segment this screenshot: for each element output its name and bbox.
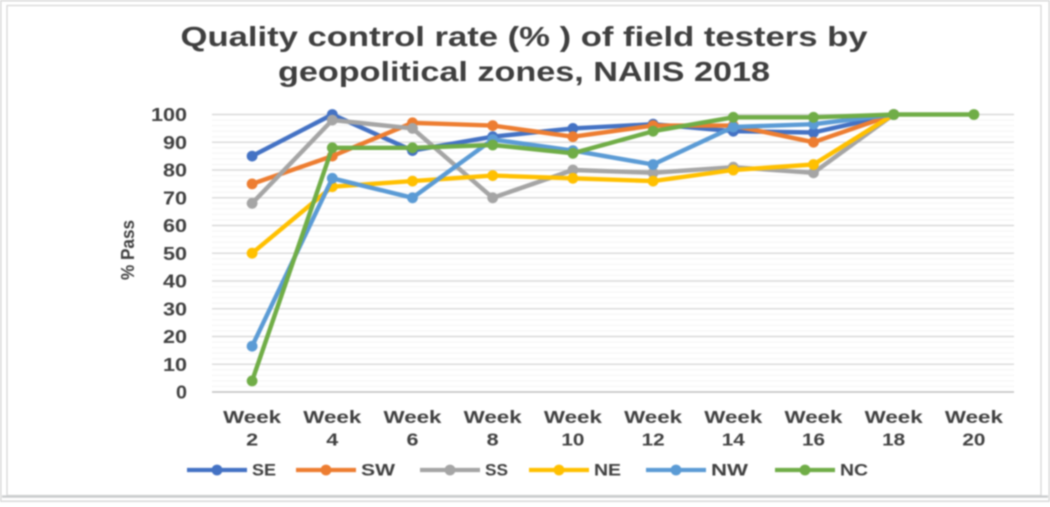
svg-text:Week: Week [384, 407, 442, 427]
svg-text:40: 40 [163, 272, 187, 292]
svg-text:SS: SS [485, 461, 508, 480]
svg-text:50: 50 [163, 244, 187, 264]
svg-text:0: 0 [176, 383, 187, 403]
svg-text:70: 70 [163, 188, 187, 208]
svg-text:NW: NW [711, 461, 749, 480]
svg-text:18: 18 [882, 429, 905, 449]
svg-text:12: 12 [642, 429, 665, 449]
svg-text:100: 100 [151, 105, 187, 125]
svg-text:60: 60 [163, 216, 187, 236]
svg-text:SE: SE [252, 461, 276, 480]
svg-text:20: 20 [163, 327, 187, 347]
svg-text:30: 30 [163, 299, 187, 319]
svg-text:80: 80 [163, 161, 187, 181]
svg-text:Week: Week [223, 407, 281, 427]
svg-text:NC: NC [840, 461, 868, 480]
svg-text:10: 10 [163, 355, 187, 375]
svg-text:Week: Week [624, 407, 682, 427]
svg-text:Quality control rate (% ) of f: Quality control rate (% ) of field teste… [181, 21, 869, 52]
svg-text:NE: NE [594, 461, 621, 480]
svg-text:90: 90 [163, 133, 187, 153]
svg-text:8: 8 [487, 429, 499, 449]
svg-text:Week: Week [303, 407, 361, 427]
svg-text:20: 20 [962, 429, 985, 449]
svg-text:10: 10 [561, 429, 584, 449]
svg-text:Week: Week [945, 407, 1003, 427]
svg-text:6: 6 [407, 429, 419, 449]
svg-text:Week: Week [704, 407, 762, 427]
svg-text:Week: Week [464, 407, 522, 427]
svg-text:14: 14 [722, 429, 745, 449]
svg-text:% Pass: % Pass [118, 220, 138, 280]
svg-text:Week: Week [544, 407, 602, 427]
svg-text:Week: Week [865, 407, 923, 427]
svg-text:2: 2 [246, 429, 258, 449]
svg-text:geopolitical zones, NAIIS 2018: geopolitical zones, NAIIS 2018 [278, 56, 770, 87]
svg-text:SW: SW [361, 461, 396, 480]
svg-text:16: 16 [802, 429, 825, 449]
svg-text:Week: Week [785, 407, 843, 427]
svg-text:4: 4 [326, 429, 338, 449]
